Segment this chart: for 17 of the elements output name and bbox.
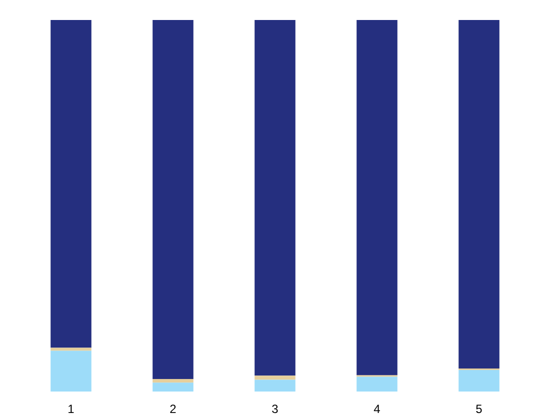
x-tick-label: 5 (476, 402, 483, 416)
bar (50, 20, 92, 348)
x-tick-label: 1 (68, 402, 75, 416)
bar (356, 20, 398, 376)
bar (356, 376, 398, 392)
bar (458, 370, 500, 392)
bar (152, 378, 194, 383)
bar (254, 20, 296, 376)
bar (254, 376, 296, 380)
bar (152, 20, 194, 379)
bar (152, 382, 194, 392)
bar (458, 20, 500, 369)
bar (50, 350, 92, 392)
x-tick-label: 4 (374, 402, 381, 416)
bar (254, 380, 296, 392)
x-tick-label: 2 (170, 402, 177, 416)
x-tick-label: 3 (272, 402, 279, 416)
